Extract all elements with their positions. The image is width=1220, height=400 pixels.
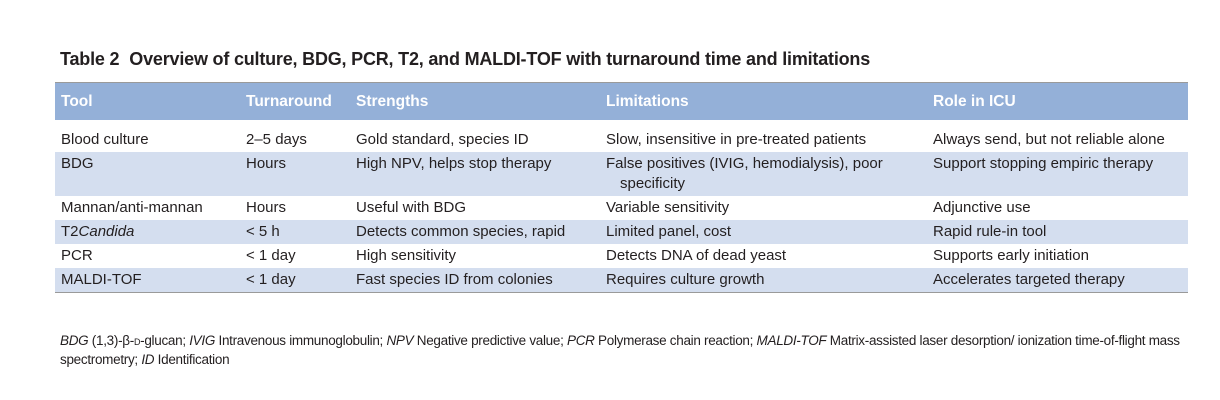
- table-title: Table 2 Overview of culture, BDG, PCR, T2…: [60, 49, 870, 70]
- footnote-text: -glucan;: [140, 333, 190, 348]
- cell-limitations-text: Detects DNA of dead yeast: [606, 247, 787, 264]
- cell-strengths-text: High sensitivity: [356, 247, 457, 264]
- cell-role-text: Support stopping empiric therapy: [933, 155, 1154, 172]
- cell-tool-text: Mannan/anti-mannan: [61, 199, 203, 216]
- footnote-text: Matrix-assisted laser desorption/ ioniza…: [60, 333, 1180, 367]
- cell-turnaround-text: 2–5 days: [246, 131, 307, 148]
- cell-role-text: Rapid rule-in tool: [933, 223, 1047, 240]
- cell-role: Rapid rule-in tool: [927, 222, 1188, 242]
- cell-tool-text: T2: [61, 223, 79, 240]
- cell-tool: Blood culture: [55, 130, 240, 150]
- footnote-text: Identification: [154, 352, 230, 367]
- header-role: Role in ICU: [933, 92, 1016, 110]
- cell-tool-text: MALDI-TOF: [61, 271, 142, 288]
- cell-role-text: Accelerates targeted therapy: [933, 271, 1125, 288]
- header-turnaround: Turnaround: [246, 92, 332, 110]
- cell-turnaround: 2–5 days: [240, 130, 350, 150]
- cell-strengths: Detects common species, rapid: [350, 222, 600, 242]
- table-caption: Overview of culture, BDG, PCR, T2, and M…: [129, 49, 871, 69]
- table-number: Table 2: [60, 49, 120, 69]
- cell-strengths-text: Fast species ID from colonies: [356, 271, 553, 288]
- cell-strengths: Fast species ID from colonies: [350, 270, 600, 290]
- cell-tool-text: PCR: [61, 247, 93, 264]
- cell-strengths: High sensitivity: [350, 246, 600, 266]
- cell-strengths: Gold standard, species ID: [350, 130, 600, 150]
- cell-tool-text: BDG: [61, 155, 94, 172]
- footnote-text: Intravenous immunoglobulin;: [215, 333, 387, 348]
- cell-tool-italic: Candida: [78, 223, 135, 240]
- cell-turnaround-text: Hours: [246, 155, 287, 172]
- cell-turnaround: < 5 h: [240, 222, 350, 242]
- footnote-abbr: PCR: [567, 333, 595, 348]
- footnote-abbr: ID: [141, 352, 155, 367]
- cell-limitations-text: Slow, insensitive in pre-treated patient…: [606, 131, 867, 148]
- cell-role: Accelerates targeted therapy: [927, 270, 1188, 290]
- cell-limitations: False positives (IVIG, hemodialysis), po…: [600, 154, 927, 194]
- data-table: Tool Turnaround Strengths Limitations Ro…: [55, 82, 1188, 293]
- table-row: MALDI-TOF < 1 day Fast species ID from col…: [55, 268, 1188, 292]
- table-header-row: Tool Turnaround Strengths Limitations Ro…: [55, 83, 1188, 120]
- cell-turnaround: Hours: [240, 198, 350, 218]
- footnote-abbr: MALDI-TOF: [756, 333, 827, 348]
- cell-limitations: Limited panel, cost: [600, 222, 927, 242]
- cell-limitations: Requires culture growth: [600, 270, 927, 290]
- cell-tool: MALDI-TOF: [55, 270, 240, 290]
- footnote-abbr: NPV: [386, 333, 414, 348]
- cell-role-text: Always send, but not reliable alone: [933, 131, 1165, 148]
- cell-tool: T2Candida: [55, 222, 240, 242]
- header-strengths: Strengths: [356, 92, 429, 110]
- table-row: BDG Hours High NPV, helps stop therapy Fals…: [55, 152, 1188, 196]
- cell-strengths-text: Useful with BDG: [356, 199, 467, 216]
- table-row: PCR < 1 day High sensitivity Detects DNA of…: [55, 244, 1188, 268]
- footnote-abbr: BDG: [60, 333, 89, 348]
- cell-turnaround: Hours: [240, 154, 350, 194]
- cell-limitations-text: Limited panel, cost: [606, 223, 732, 240]
- header-limitations: Limitations: [606, 92, 689, 110]
- cell-strengths-text: Gold standard, species ID: [356, 131, 529, 148]
- footnote-text: d: [133, 333, 141, 348]
- cell-role: Always send, but not reliable alone: [927, 130, 1188, 150]
- cell-strengths: High NPV, helps stop therapy: [350, 154, 600, 194]
- cell-role: Adjunctive use: [927, 198, 1188, 218]
- cell-role-text: Adjunctive use: [933, 199, 1031, 216]
- cell-tool: Mannan/anti-mannan: [55, 198, 240, 218]
- footnote-text: Polymerase chain reaction;: [594, 333, 757, 348]
- footnote-abbr: IVIG: [189, 333, 216, 348]
- cell-turnaround: < 1 day: [240, 270, 350, 290]
- cell-strengths-text: Detects common species, rapid: [356, 223, 566, 240]
- cell-tool: PCR: [55, 246, 240, 266]
- footnote-text: (1,3)-β-: [88, 333, 134, 348]
- table-footnote: BDG (1,3)-β-d-glucan; IVIG Intravenous i…: [60, 331, 1180, 369]
- cell-limitations-text: Variable sensitivity: [606, 199, 730, 216]
- cell-turnaround-text: < 1 day: [246, 247, 296, 264]
- cell-role: Supports early initiation: [927, 246, 1188, 266]
- table-row: T2Candida < 5 h Detects common species, ra…: [55, 220, 1188, 244]
- cell-strengths-text: High NPV, helps stop therapy: [356, 155, 552, 172]
- cell-tool-text: Blood culture: [61, 131, 149, 148]
- cell-turnaround-text: < 5 h: [246, 223, 280, 240]
- cell-limitations: Variable sensitivity: [600, 198, 927, 218]
- header-tool: Tool: [61, 92, 93, 110]
- cell-role-text: Supports early initiation: [933, 247, 1089, 264]
- cell-limitations-text: False positives (IVIG, hemodialysis), po…: [606, 155, 883, 192]
- table-row: Mannan/anti-mannan Hours Useful with BDG Va…: [55, 196, 1188, 220]
- cell-limitations-text: Requires culture growth: [606, 271, 765, 288]
- cell-turnaround-text: < 1 day: [246, 271, 296, 288]
- cell-limitations: Slow, insensitive in pre-treated patient…: [600, 130, 927, 150]
- table-row: Blood culture 2–5 days Gold standard, spec…: [55, 128, 1188, 152]
- cell-tool: BDG: [55, 154, 240, 194]
- footnote-text: Negative predictive value;: [413, 333, 567, 348]
- cell-role: Support stopping empiric therapy: [927, 154, 1188, 194]
- cell-turnaround: < 1 day: [240, 246, 350, 266]
- cell-turnaround-text: Hours: [246, 199, 287, 216]
- cell-strengths: Useful with BDG: [350, 198, 600, 218]
- cell-limitations: Detects DNA of dead yeast: [600, 246, 927, 266]
